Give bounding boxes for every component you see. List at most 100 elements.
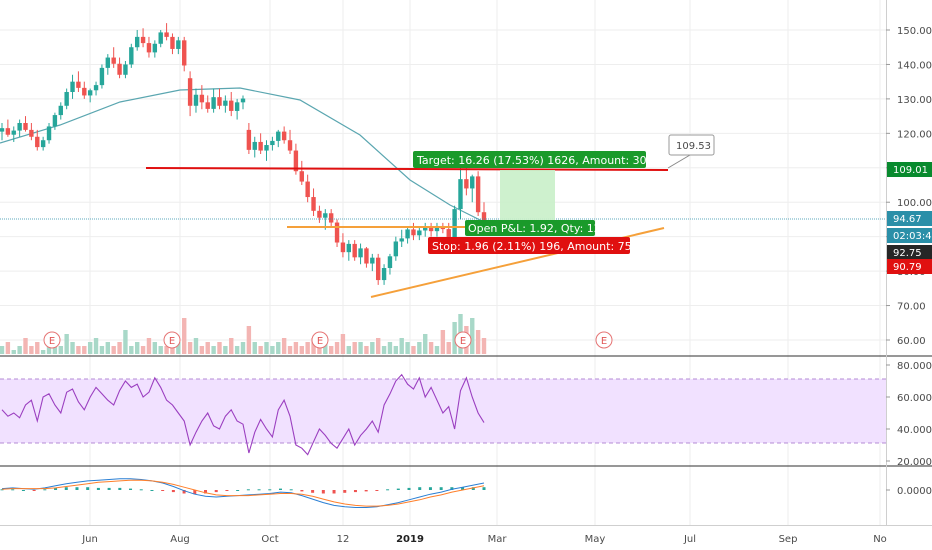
rsi-axis[interactable]: 80.0000 60.0000 40.0000 20.0000: [886, 361, 932, 468]
volume-bar: [11, 350, 16, 354]
long-position-target-zone[interactable]: [500, 170, 555, 222]
volume-bar: [140, 346, 146, 354]
candle-body: [93, 85, 99, 91]
volume-bar: [211, 346, 216, 354]
volume-bar: [381, 346, 387, 354]
macd-hist-bar: [471, 487, 475, 490]
earnings-circle: [163, 331, 181, 349]
candle-body: [317, 210, 322, 218]
macd-hist-bar: [43, 489, 47, 491]
candle-body: [23, 123, 28, 130]
candle-body: [258, 141, 263, 151]
macd-hist-bar: [439, 487, 443, 490]
candle-body: [287, 140, 293, 151]
earnings-letter: E: [317, 336, 323, 347]
volume-bar: [105, 342, 111, 354]
price-tag: 94.67: [887, 211, 932, 226]
stop-label-text: Stop: 1.96 (2.11%) 196, Amount: 751.08: [432, 240, 656, 253]
price-tag: 92.75: [887, 245, 932, 260]
earnings-circle: [43, 331, 61, 349]
candle-body: [11, 130, 16, 135]
volume-bar: [328, 346, 334, 354]
candle-body: [399, 238, 404, 242]
open-pnl-label[interactable]: Open P&L: 1.92, Qty: 127: [465, 220, 608, 236]
volume-bar: [399, 338, 404, 354]
volume-bar: [281, 338, 287, 354]
candle-body: [281, 131, 287, 141]
candle-body: [346, 243, 352, 253]
macd-hist-bar: [418, 487, 422, 490]
earnings-marker: E: [163, 331, 181, 349]
volume-bar: [452, 322, 457, 354]
time-axis[interactable]: Jun Aug Oct 12 2019 Mar May Jul Sep No: [81, 534, 887, 545]
volume-bar: [364, 346, 369, 354]
candle-body: [111, 57, 116, 64]
resistance-line[interactable]: [145, 167, 669, 171]
macd-hist-bar: [257, 489, 261, 491]
time-tick-label: May: [585, 534, 606, 545]
volume-bar: [258, 346, 263, 354]
candle-body: [334, 222, 340, 243]
volume-bar: [182, 318, 187, 354]
macd-hist-bar: [236, 490, 240, 491]
price-tag-bg: [887, 228, 932, 243]
candle-body: [223, 100, 228, 106]
price-callout[interactable]: 109.53: [667, 134, 715, 169]
target-label[interactable]: Target: 16.26 (17.53%) 1626, Amount: 306…: [413, 151, 678, 168]
macd-hist-bar: [278, 488, 282, 490]
price-tag-bg: [887, 259, 932, 274]
candle-body: [140, 36, 146, 44]
candle-body: [246, 129, 252, 150]
macd-hist-bar: [332, 490, 336, 494]
macd-axis[interactable]: 0.0000: [886, 486, 932, 497]
candle-body: [35, 136, 40, 148]
price-tag-text: 94.67: [893, 214, 922, 225]
earnings-circle: [311, 331, 329, 349]
candle-body: [352, 243, 357, 258]
macd-tick-label: 0.0000: [897, 486, 932, 497]
macd-hist-bar: [268, 489, 272, 491]
volume-bar: [340, 334, 346, 354]
price-tag-text: 92.75: [893, 248, 922, 259]
macd-hist-bar: [54, 487, 58, 490]
earnings-letter: E: [49, 336, 55, 347]
macd-hist-bar: [321, 490, 325, 494]
macd-hist-bar: [364, 490, 368, 492]
open-pnl-text: Open P&L: 1.92, Qty: 127: [468, 222, 608, 235]
volume-bar: [270, 346, 275, 354]
volume-bar: [187, 342, 193, 354]
price-tag: 90.79: [887, 259, 932, 274]
candle-body: [428, 226, 434, 232]
stop-label[interactable]: Stop: 1.96 (2.11%) 196, Amount: 751.08: [428, 237, 656, 254]
time-tick-label: 2019: [396, 534, 424, 545]
macd-hist-bar: [11, 489, 15, 491]
candle-body: [358, 248, 363, 258]
macd-histogram: [0, 487, 486, 495]
candle-body: [99, 67, 105, 86]
rsi-line: [1, 373, 485, 456]
price-tag-bg: [887, 162, 932, 177]
volume-bar: [58, 346, 63, 354]
time-tick-label: No: [873, 534, 887, 545]
volume-bar: [117, 342, 122, 354]
macd-hist-bar: [161, 490, 165, 491]
rsi-tick-label: 60.0000: [897, 393, 932, 404]
earnings-letter: E: [169, 336, 175, 347]
candle-body: [105, 57, 111, 68]
candle-body: [470, 176, 475, 189]
volume-bar: [334, 342, 340, 354]
volume-bar: [0, 346, 5, 354]
candle-body: [340, 242, 346, 253]
macd-hist-bar: [353, 490, 357, 493]
candle-body: [423, 226, 428, 231]
time-tick-label: Mar: [488, 534, 508, 545]
macd-hist-bar: [300, 490, 304, 492]
macd-hist-bar: [118, 487, 122, 490]
price-tick-label: 120.00: [897, 129, 932, 140]
volume-bar: [246, 326, 252, 354]
candle-body: [270, 140, 275, 146]
candle-body: [481, 212, 487, 221]
candle-body: [5, 128, 11, 135]
